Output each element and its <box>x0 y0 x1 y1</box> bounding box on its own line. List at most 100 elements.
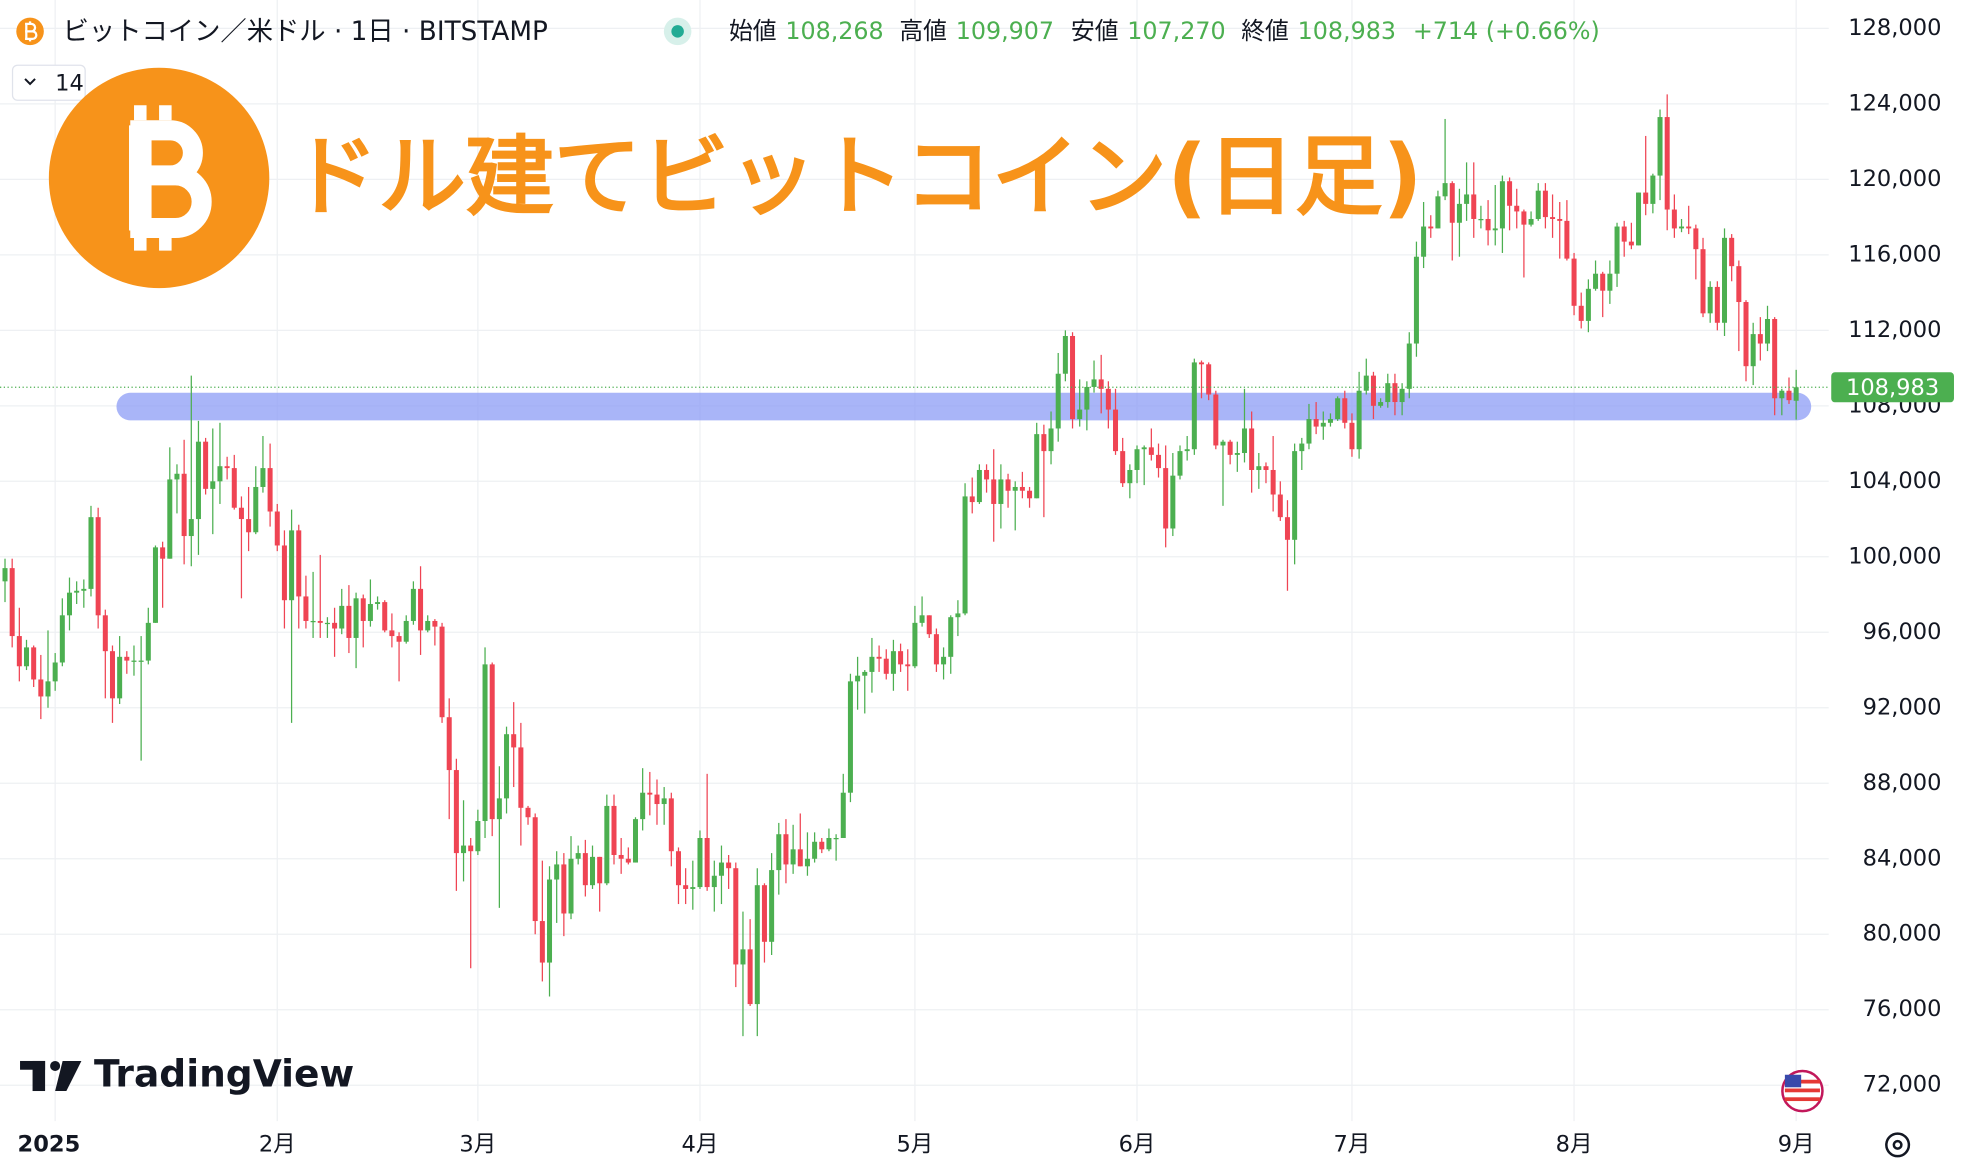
candle-body <box>1234 453 1240 455</box>
candle-body <box>339 605 345 629</box>
indicator-toggle[interactable] <box>11 64 86 101</box>
candle-body <box>1485 218 1491 231</box>
candle-body <box>38 679 44 697</box>
candle-body <box>575 853 581 859</box>
candle-body <box>231 468 237 508</box>
candle-body <box>66 592 72 616</box>
candle-body <box>704 838 710 888</box>
candle-body <box>181 473 187 537</box>
candle-body <box>217 466 223 482</box>
candle-body <box>1456 203 1462 223</box>
candle-body <box>876 656 882 659</box>
candle-body <box>1722 237 1728 323</box>
ohlc-label: 安値 <box>1071 17 1119 45</box>
grid <box>0 0 1829 1122</box>
candle-body <box>561 864 567 914</box>
candle-body <box>754 885 760 1005</box>
candle-body <box>1277 494 1283 518</box>
candle-body <box>539 921 545 963</box>
chevron <box>24 78 36 86</box>
candle-body <box>1399 388 1405 403</box>
candle-body <box>260 468 266 487</box>
candle-body <box>203 441 209 489</box>
candle-body <box>1679 226 1685 229</box>
candle-body <box>776 834 782 871</box>
candle-body <box>1191 362 1197 450</box>
candle-body <box>418 588 424 631</box>
candle-body <box>1055 373 1061 429</box>
candle-body <box>590 856 596 886</box>
candle-body <box>124 656 130 661</box>
candle-body <box>468 845 474 852</box>
candle-body <box>152 547 158 623</box>
candle-body <box>1120 451 1126 484</box>
candle-body <box>840 792 846 839</box>
candle-body <box>1241 428 1247 454</box>
candle-body <box>790 849 796 865</box>
candle-body <box>1779 390 1785 399</box>
candle-body <box>769 870 775 942</box>
candle-body <box>1041 434 1047 452</box>
candle-body <box>1571 258 1577 306</box>
candle-body <box>1198 362 1205 365</box>
candle-body <box>1593 273 1599 289</box>
candle-body <box>489 664 495 820</box>
candle-body <box>446 717 452 771</box>
y-tick-label: 100,000 <box>1848 543 1941 569</box>
candle-body <box>690 887 696 889</box>
candle-body <box>432 620 438 627</box>
candle-body <box>1614 226 1620 274</box>
support-band <box>116 392 1812 421</box>
candle-body <box>353 598 359 638</box>
bitcoin-logo-glyph <box>129 105 212 251</box>
last-price-box <box>1831 372 1954 403</box>
candle-body <box>711 875 717 888</box>
candle-body <box>1313 419 1319 427</box>
y-tick-label: 104,000 <box>1848 468 1941 494</box>
candle-body <box>324 622 330 625</box>
candle-body <box>389 630 395 637</box>
candle-body <box>382 602 388 631</box>
candle-body <box>1284 517 1290 540</box>
candle-body <box>998 479 1004 504</box>
candle-body <box>1707 286 1713 314</box>
candle-body <box>511 734 517 748</box>
candle-body <box>1757 334 1763 344</box>
candle-body <box>733 868 739 965</box>
candle-body <box>962 496 968 614</box>
settings-icon[interactable] <box>1885 1132 1911 1158</box>
status-dot <box>671 25 684 38</box>
y-tick-label: 92,000 <box>1863 694 1942 720</box>
candle-body <box>238 507 244 520</box>
candle-body <box>568 858 574 914</box>
candle-body <box>45 681 51 697</box>
candle-body <box>1578 305 1584 321</box>
settings-icon-core <box>1892 1139 1903 1150</box>
candle-body <box>933 634 939 665</box>
candle-body <box>1077 409 1083 420</box>
candle-body <box>941 656 947 665</box>
candle-body <box>668 798 674 852</box>
candle-body <box>948 617 954 657</box>
band-layer <box>116 392 1812 421</box>
y-tick-label: 88,000 <box>1863 770 1942 796</box>
candle-body <box>453 770 459 854</box>
candle-body <box>1005 479 1011 491</box>
y-tick-label: 72,000 <box>1863 1072 1942 1098</box>
candle-body <box>797 849 803 867</box>
candle-body <box>883 658 889 674</box>
candle-body <box>188 519 194 537</box>
candle-body <box>102 615 108 652</box>
x-tick-label: 9月 <box>1778 1131 1815 1157</box>
candle-body <box>174 473 180 480</box>
candle-body <box>625 858 631 863</box>
candle-body <box>1686 226 1692 229</box>
candle-body <box>1320 422 1326 427</box>
candle-body <box>532 817 538 922</box>
candle-body <box>1256 466 1262 470</box>
x-tick-label: 4月 <box>682 1131 719 1157</box>
candle-body <box>160 547 166 559</box>
candle-body <box>1693 228 1699 250</box>
ohlc-label: 高値 <box>899 17 947 45</box>
candle-body <box>783 834 789 865</box>
